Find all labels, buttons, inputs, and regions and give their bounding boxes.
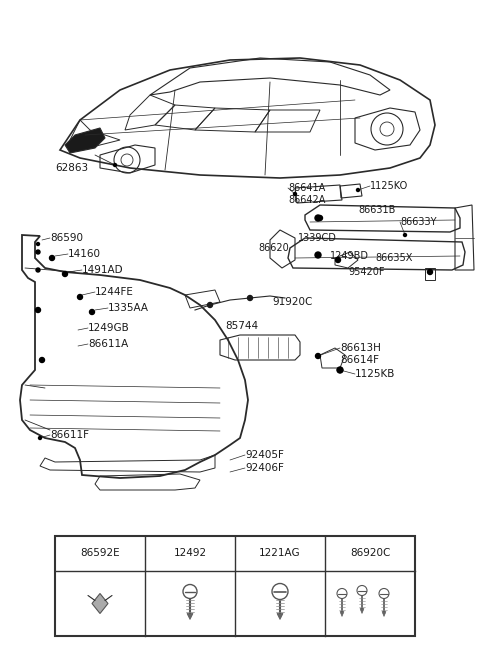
Text: 62863: 62863 <box>55 163 88 173</box>
Text: 85744: 85744 <box>225 321 258 331</box>
Text: 1244FE: 1244FE <box>95 287 134 297</box>
Circle shape <box>315 354 321 358</box>
Circle shape <box>62 272 68 276</box>
Text: 86614F: 86614F <box>340 355 379 365</box>
Circle shape <box>248 295 252 300</box>
Text: 86592E: 86592E <box>80 548 120 558</box>
Text: 1221AG: 1221AG <box>259 548 301 558</box>
Polygon shape <box>360 609 364 613</box>
Circle shape <box>337 367 343 373</box>
Text: 92406F: 92406F <box>245 463 284 473</box>
Text: 95420F: 95420F <box>348 267 384 277</box>
Polygon shape <box>92 594 108 613</box>
Polygon shape <box>65 128 105 153</box>
Text: 86635X: 86635X <box>375 253 412 263</box>
Circle shape <box>317 216 323 220</box>
Text: 86590: 86590 <box>50 233 83 243</box>
Circle shape <box>293 192 297 195</box>
Text: 14160: 14160 <box>68 249 101 259</box>
Text: 1339CD: 1339CD <box>298 233 337 243</box>
Text: 12492: 12492 <box>173 548 206 558</box>
Text: 86633Y: 86633Y <box>400 217 436 227</box>
Polygon shape <box>277 613 283 619</box>
Circle shape <box>36 268 40 272</box>
Circle shape <box>337 367 343 373</box>
Text: 86613H: 86613H <box>340 343 381 353</box>
Text: 86642A: 86642A <box>288 195 325 205</box>
Circle shape <box>404 234 407 237</box>
Text: 86920C: 86920C <box>350 548 390 558</box>
Circle shape <box>113 163 117 167</box>
Polygon shape <box>340 611 344 617</box>
Circle shape <box>39 358 45 363</box>
Circle shape <box>357 188 360 192</box>
Circle shape <box>36 250 40 254</box>
Circle shape <box>49 255 55 260</box>
Text: 1125KB: 1125KB <box>355 369 396 379</box>
Circle shape <box>428 270 432 274</box>
Polygon shape <box>187 613 193 619</box>
Text: 1249GB: 1249GB <box>88 323 130 333</box>
Text: 86620: 86620 <box>258 243 289 253</box>
Circle shape <box>38 436 41 440</box>
Circle shape <box>336 258 340 262</box>
Text: 1249BD: 1249BD <box>330 251 369 261</box>
Polygon shape <box>382 611 386 617</box>
Text: 86631B: 86631B <box>358 205 396 215</box>
Circle shape <box>315 215 321 221</box>
Text: 91920C: 91920C <box>272 297 312 307</box>
Circle shape <box>36 243 39 245</box>
Text: 1491AD: 1491AD <box>82 265 124 275</box>
Circle shape <box>36 308 40 312</box>
Circle shape <box>89 310 95 314</box>
Text: 86611F: 86611F <box>50 430 89 440</box>
Text: 86611A: 86611A <box>88 339 128 349</box>
Text: 86641A: 86641A <box>288 183 325 193</box>
Circle shape <box>207 302 213 308</box>
Circle shape <box>315 252 321 258</box>
Text: 1335AA: 1335AA <box>108 303 149 313</box>
Bar <box>55 536 415 636</box>
Circle shape <box>77 295 83 300</box>
Text: 1125KO: 1125KO <box>370 181 408 191</box>
Text: 92405F: 92405F <box>245 450 284 460</box>
